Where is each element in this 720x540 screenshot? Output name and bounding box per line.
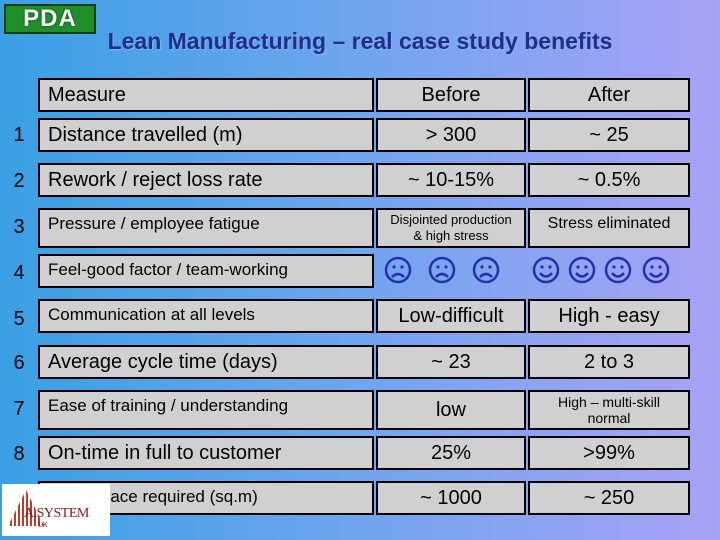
row-number: 5 — [13, 308, 25, 330]
measure-cell: Average cycle time (days) — [38, 345, 374, 379]
after-cell: High - easy — [528, 299, 690, 333]
company-emblem: A.SYSTEM UK — [2, 484, 110, 536]
sad-face-icon — [472, 256, 500, 284]
after-cell: ~ 0.5% — [528, 163, 690, 197]
before-cell: ~ 10-15% — [376, 163, 526, 197]
after-cell: 2 to 3 — [528, 345, 690, 379]
measure-cell: Feel-good factor / team-working — [38, 254, 374, 288]
table-row: Communication at all levels Low-difficul… — [38, 299, 690, 333]
happy-face-icon — [604, 256, 632, 284]
feel-good-faces — [380, 256, 700, 286]
emblem-country: UK — [38, 522, 48, 529]
faces-graphic — [384, 256, 670, 284]
row-number: 7 — [13, 398, 25, 420]
before-cell: ~ 1000 — [376, 481, 526, 515]
table-row: Floor-space required (sq.m) ~ 1000 ~ 250 — [38, 481, 690, 515]
measure-cell: Communication at all levels — [38, 299, 374, 333]
after-cell: ~ 25 — [528, 118, 690, 152]
emblem-brand: A.SYSTEM — [24, 506, 89, 521]
header-before: Before — [376, 78, 526, 112]
table-header-row: Measure Before After — [38, 78, 690, 112]
measure-cell: Pressure / employee fatigue — [38, 208, 374, 248]
pda-logo: PDA — [4, 4, 96, 34]
emblem-grid-icon — [8, 490, 44, 526]
before-cell: ~ 23 — [376, 345, 526, 379]
happy-face-icon — [568, 256, 596, 284]
row-number: 2 — [13, 170, 25, 192]
table-row: On-time in full to customer 25% >99% — [38, 436, 690, 470]
measure-cell: Ease of training / understanding — [38, 390, 374, 430]
table-row: Feel-good factor / team-working — [38, 254, 690, 288]
row-number: 8 — [13, 443, 25, 465]
after-cell: ~ 250 — [528, 481, 690, 515]
sad-face-icon — [428, 256, 456, 284]
sad-face-icon — [384, 256, 412, 284]
logo-text: PDA — [23, 5, 77, 32]
before-cell: > 300 — [376, 118, 526, 152]
measure-cell: Rework / reject loss rate — [38, 163, 374, 197]
table-row: Rework / reject loss rate ~ 10-15% ~ 0.5… — [38, 163, 690, 197]
before-cell: Disjointed production & high stress — [376, 208, 526, 248]
before-cell: low — [376, 390, 526, 430]
after-cell: Stress eliminated — [528, 208, 690, 248]
page-title: Lean Manufacturing – real case study ben… — [107, 28, 613, 54]
before-cell: Low-difficult — [376, 299, 526, 333]
row-number: 4 — [13, 262, 25, 284]
table-row: Ease of training / understanding low Hig… — [38, 390, 690, 430]
header-after: After — [528, 78, 690, 112]
row-number: 3 — [13, 216, 25, 238]
table-row: Average cycle time (days) ~ 23 2 to 3 — [38, 345, 690, 379]
table-row: Pressure / employee fatigue Disjointed p… — [38, 208, 690, 248]
happy-face-icon — [532, 256, 560, 284]
row-number: 1 — [13, 124, 25, 146]
table-row: Distance travelled (m) > 300 ~ 25 — [38, 118, 690, 152]
header-measure: Measure — [38, 78, 374, 112]
after-cell: High – multi-skill normal — [528, 390, 690, 430]
happy-face-icon — [642, 256, 670, 284]
row-number: 6 — [13, 352, 25, 374]
measure-cell: Distance travelled (m) — [38, 118, 374, 152]
before-cell: 25% — [376, 436, 526, 470]
after-cell: >99% — [528, 436, 690, 470]
measure-cell: On-time in full to customer — [38, 436, 374, 470]
